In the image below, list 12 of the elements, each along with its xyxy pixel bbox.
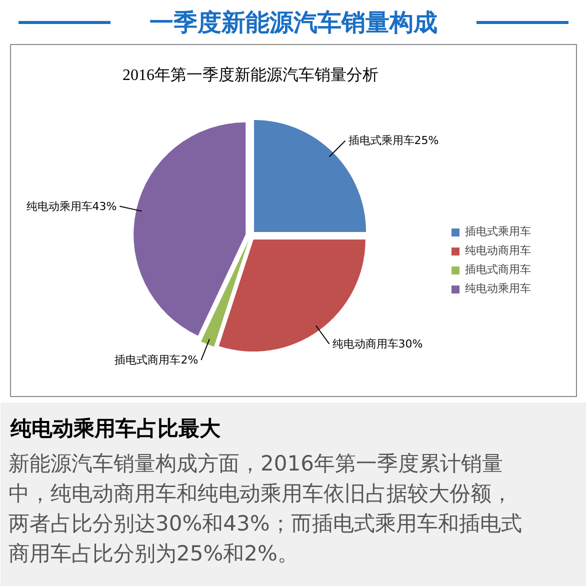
text: 纯电动乘用车占比最大 (10, 416, 222, 440)
chart-subtitle: 2016年第一季度新能源汽车销量分析 (122, 66, 378, 84)
legend-label: 纯电动商用车 (465, 243, 531, 258)
data-label: 插电式商用车2% (114, 354, 198, 367)
chart-title: 一季度新能源汽车销量构成 (150, 8, 438, 36)
legend-label: 纯电动乘用车 (465, 281, 531, 296)
data-label: 纯电动乘用车43% (26, 200, 117, 213)
legend-label: 插电式乘用车 (465, 224, 531, 239)
data-label: 插电式乘用车25% (348, 134, 439, 148)
data-label: 纯电动商用车30% (332, 337, 423, 350)
text: 新能源汽车销量构成方面，2016年第一季度累计销量中，纯电动商用车和纯电动乘用车依旧占据较大份额，两者占比分别达30%和43%；而插电式乘用车和插电式商用车占比分别为25%和2%。 (8, 452, 522, 566)
legend-label: 插电式商用车 (465, 262, 531, 277)
